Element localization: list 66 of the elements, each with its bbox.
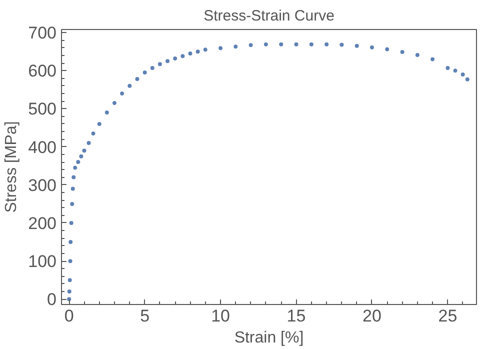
point — [180, 54, 185, 58]
point — [354, 44, 359, 48]
point — [158, 62, 162, 66]
point — [73, 166, 78, 170]
point — [370, 45, 374, 50]
x-tick-label: 0 — [64, 306, 74, 326]
point — [67, 297, 72, 302]
y-tick-label: 300 — [28, 176, 57, 195]
point — [86, 141, 91, 145]
point — [69, 220, 74, 225]
y-axis-title: Stress [MPa] — [3, 121, 20, 213]
point — [72, 175, 76, 180]
point — [465, 77, 470, 82]
y-tick-label: 400 — [28, 138, 57, 157]
x-tick-label: 25 — [438, 306, 458, 326]
point — [385, 47, 390, 52]
point — [67, 290, 72, 294]
point — [91, 131, 96, 136]
point — [70, 202, 74, 206]
point — [70, 186, 75, 191]
point — [460, 72, 465, 76]
x-tick-label: 20 — [362, 306, 382, 326]
y-tick-label: 700 — [28, 24, 57, 43]
point — [166, 59, 170, 64]
y-tick-label: 600 — [28, 62, 57, 81]
point — [446, 66, 450, 70]
point — [150, 66, 154, 70]
point — [68, 278, 72, 282]
point — [120, 91, 124, 96]
point — [112, 101, 117, 106]
y-tick-label: 200 — [28, 214, 57, 233]
x-tick-label: 5 — [140, 306, 150, 326]
point — [248, 43, 253, 48]
point — [104, 110, 109, 115]
point — [128, 84, 132, 88]
point — [218, 46, 223, 50]
point — [173, 56, 178, 60]
point — [142, 70, 147, 75]
point — [135, 77, 140, 82]
point — [264, 42, 268, 46]
point — [68, 240, 73, 244]
point — [309, 42, 314, 46]
point — [79, 154, 84, 158]
y-tick-label: 0 — [47, 290, 57, 310]
point — [279, 42, 284, 46]
point — [188, 52, 192, 56]
point — [294, 42, 298, 46]
x-tick-label: 15 — [286, 306, 306, 326]
point — [453, 68, 458, 73]
point — [203, 48, 208, 52]
point — [196, 50, 200, 54]
point — [415, 53, 420, 58]
point — [430, 57, 435, 62]
point — [324, 42, 329, 46]
x-tick-label: 10 — [211, 306, 230, 326]
point — [82, 148, 86, 153]
point — [76, 160, 80, 164]
x-axis-title: Strain [%] — [234, 330, 304, 346]
chart-title: Stress-Strain Curve — [204, 8, 334, 24]
point — [68, 259, 72, 264]
point — [97, 122, 102, 126]
point — [340, 42, 344, 47]
point — [400, 50, 404, 54]
y-tick-label: 100 — [28, 252, 57, 272]
y-tick-label: 500 — [28, 100, 57, 119]
point — [234, 44, 238, 49]
